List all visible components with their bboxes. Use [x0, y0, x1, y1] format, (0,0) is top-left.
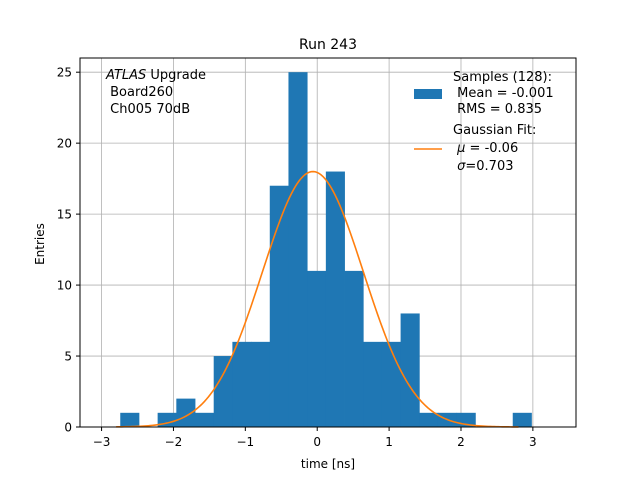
- chart-title: Run 243: [299, 37, 357, 53]
- x-tick-label: 3: [529, 435, 537, 449]
- histogram-bar: [325, 171, 345, 427]
- upgrade-label: Upgrade: [146, 68, 206, 83]
- axes: [76, 57, 577, 431]
- histogram-bar: [344, 270, 364, 427]
- histogram-bars: [120, 72, 532, 427]
- histogram-bar: [120, 412, 140, 427]
- y-axis-label: Entries: [33, 223, 47, 265]
- annotation-box: ATLAS Upgrade Board260 Ch005 70dB: [105, 68, 206, 117]
- legend-samples-title: Samples (128):: [453, 70, 552, 85]
- histogram-bar: [419, 412, 439, 427]
- legend-samples-swatch: [414, 89, 442, 99]
- annotation-line-1: ATLAS Upgrade: [105, 68, 206, 83]
- legend-fit-sigma: σ=0.703: [453, 159, 514, 174]
- legend: Samples (128): Mean = -0.001 RMS = 0.835…: [414, 70, 554, 174]
- histogram-bar: [269, 185, 289, 427]
- histogram-bar: [512, 412, 532, 427]
- histogram-bar: [213, 356, 233, 427]
- y-tick-label: 25: [57, 66, 72, 80]
- y-tick-label: 10: [57, 279, 72, 293]
- y-tick-label: 15: [57, 208, 72, 222]
- atlas-label: ATLAS: [105, 68, 146, 83]
- histogram-bar: [307, 270, 327, 427]
- x-tick-label: −2: [165, 435, 183, 449]
- legend-samples-mean: Mean = -0.001: [453, 86, 554, 101]
- x-tick-label: −3: [93, 435, 111, 449]
- gaussian-fit: [115, 170, 519, 428]
- histogram-bar: [251, 341, 271, 427]
- y-tick-label: 5: [64, 350, 72, 364]
- histogram-bar: [381, 341, 402, 427]
- histogram-bar: [288, 72, 308, 427]
- legend-samples-rms: RMS = 0.835: [453, 102, 542, 117]
- mu-symbol: μ: [456, 141, 465, 156]
- y-tick-label: 20: [57, 137, 72, 151]
- tick-labels: −3 −2 −1 0 1 2 3 0 5 10 15 20 25: [57, 66, 537, 449]
- axes-frame: [79, 57, 577, 428]
- x-tick-label: 2: [457, 435, 465, 449]
- legend-fit-title: Gaussian Fit:: [453, 123, 536, 138]
- sigma-symbol: σ: [457, 159, 466, 174]
- histogram-bar: [363, 341, 383, 427]
- x-tick-label: −1: [236, 435, 254, 449]
- y-tick-label: 0: [64, 421, 72, 435]
- gaussian-fit-curve: [115, 170, 519, 428]
- histogram-bar: [195, 412, 215, 427]
- histogram-bar: [400, 313, 420, 427]
- x-axis-label: time [ns]: [301, 457, 355, 471]
- x-tick-label: 0: [313, 435, 321, 449]
- annotation-line-2: Board260: [106, 85, 173, 100]
- histogram-bar: [176, 398, 196, 427]
- legend-fit-mu: μ = -0.06: [453, 141, 518, 156]
- x-tick-label: 1: [385, 435, 393, 449]
- annotation-line-3: Ch005 70dB: [106, 102, 190, 117]
- histogram-bar: [232, 341, 252, 427]
